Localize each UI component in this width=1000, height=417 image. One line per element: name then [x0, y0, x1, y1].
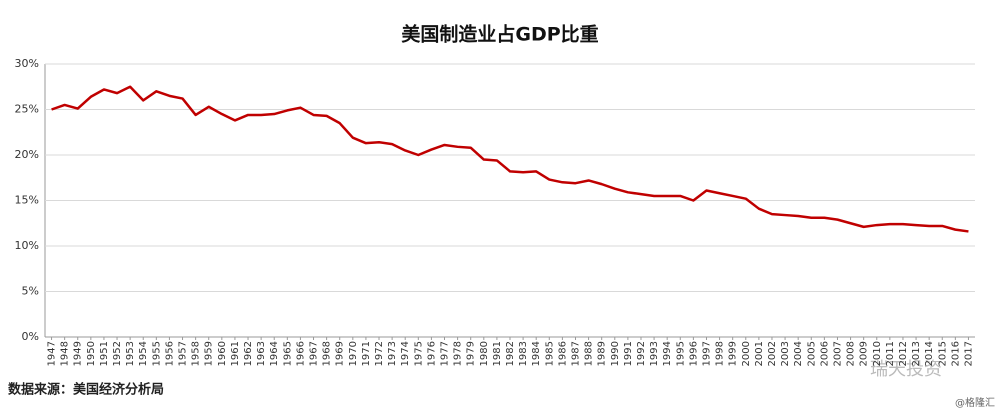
- x-tick-label: 1978: [453, 341, 464, 366]
- x-tick-label: 1988: [584, 341, 595, 366]
- x-tick-label: 1952: [112, 341, 123, 366]
- x-tick-label: 1964: [269, 341, 280, 366]
- y-tick-label: 5%: [22, 285, 39, 298]
- x-tick-label: 1969: [335, 341, 346, 366]
- x-tick-label: 1949: [73, 341, 84, 366]
- chart-title: 美国制造业占GDP比重: [401, 23, 598, 46]
- x-tick-label: 1967: [309, 341, 320, 366]
- x-tick-label: 1973: [387, 341, 398, 366]
- x-tick-label: 2011: [885, 341, 896, 366]
- x-tick-label: 1965: [282, 341, 293, 366]
- x-tick-label: 1989: [597, 341, 608, 366]
- x-tick-label: 1977: [440, 341, 451, 366]
- x-tick-label: 1950: [86, 341, 97, 366]
- x-tick-label: 2013: [911, 341, 922, 366]
- credit: @格隆汇: [955, 396, 995, 409]
- x-tick-label: 1972: [374, 341, 385, 366]
- x-tick-label: 1948: [60, 341, 71, 366]
- x-tick-label: 1998: [715, 341, 726, 366]
- x-tick-label: 1981: [492, 341, 503, 366]
- x-tick-label: 2002: [767, 341, 778, 366]
- watermark: 瑞天投资: [870, 359, 942, 380]
- y-tick-label: 15%: [15, 194, 39, 207]
- x-tick-label: 2005: [806, 341, 817, 366]
- x-tick-label: 1995: [675, 341, 686, 366]
- x-tick-label: 1993: [649, 341, 660, 366]
- x-tick-label: 2016: [950, 341, 961, 366]
- source: 数据来源：美国经济分析局: [8, 382, 164, 398]
- x-tick-label: 1984: [531, 341, 542, 366]
- x-tick-label: 1992: [636, 341, 647, 366]
- x-tick-label: 1974: [400, 341, 411, 366]
- line: [51, 85, 969, 233]
- x-tick-label: 1990: [610, 341, 621, 366]
- x-tick-label: 1996: [688, 341, 699, 366]
- x-tick-label: 2012: [898, 341, 909, 366]
- y-tick-label: 25%: [15, 103, 39, 116]
- y-tick-label: 30%: [15, 57, 39, 70]
- x-tick-label: 2010: [872, 341, 883, 366]
- x-tick-label: 1975: [413, 341, 424, 366]
- x-tick-label: 1966: [295, 341, 306, 366]
- x-tick-label: 1970: [348, 341, 359, 366]
- x-tick-label: 1963: [256, 341, 267, 366]
- x-tick-label: 1955: [151, 341, 162, 366]
- x-tick-label: 1947: [47, 341, 58, 366]
- x-tick-label: 2001: [754, 341, 765, 366]
- x-tick-label: 2006: [819, 341, 830, 366]
- y-tick-label: 20%: [15, 148, 39, 161]
- x-tick-label: 1958: [191, 341, 202, 366]
- x-tick-label: 1953: [125, 341, 136, 366]
- x-tick-label: 2008: [846, 341, 857, 366]
- x-tick-label: 1979: [466, 341, 477, 366]
- x-tick-label: 2017: [963, 341, 974, 366]
- x-tick-label: 2009: [859, 341, 870, 366]
- x-tick-label: 1985: [544, 341, 555, 366]
- x-tick-label: 2004: [793, 341, 804, 366]
- x-tick-label: 2007: [832, 341, 843, 366]
- x-tick-label: 1968: [322, 341, 333, 366]
- x-tick-label: 1951: [99, 341, 110, 366]
- x-tick-label: 1971: [361, 341, 372, 366]
- x-tick-label: 1960: [217, 341, 228, 366]
- x-tick-label: 1962: [243, 341, 254, 366]
- x-tick-label: 1999: [728, 341, 739, 366]
- x-tick-label: 2014: [924, 341, 935, 366]
- x-tick-label: 1987: [570, 341, 581, 366]
- x-tick-label: 1994: [662, 341, 673, 366]
- x-tick-label: 1991: [623, 341, 634, 366]
- x-tick-label: 1983: [518, 341, 529, 366]
- x-tick-label: 2000: [741, 341, 752, 366]
- x-tick-label: 1976: [426, 341, 437, 366]
- y-tick-label: 10%: [15, 239, 39, 252]
- x-tick-label: 1980: [479, 341, 490, 366]
- x-tick-label: 1986: [557, 341, 568, 366]
- x-tick-label: 1982: [505, 341, 516, 366]
- x-tick-label: 1954: [138, 341, 149, 366]
- x-tick-label: 1959: [204, 341, 215, 366]
- x-tick-label: 1956: [164, 341, 175, 366]
- x-tick-label: 1997: [701, 341, 712, 366]
- x-tick-label: 1961: [230, 341, 241, 366]
- y-tick-label: 0%: [22, 330, 39, 343]
- x-tick-label: 1957: [178, 341, 189, 366]
- x-tick-label: 2003: [780, 341, 791, 366]
- x-tick-label: 2015: [937, 341, 948, 366]
